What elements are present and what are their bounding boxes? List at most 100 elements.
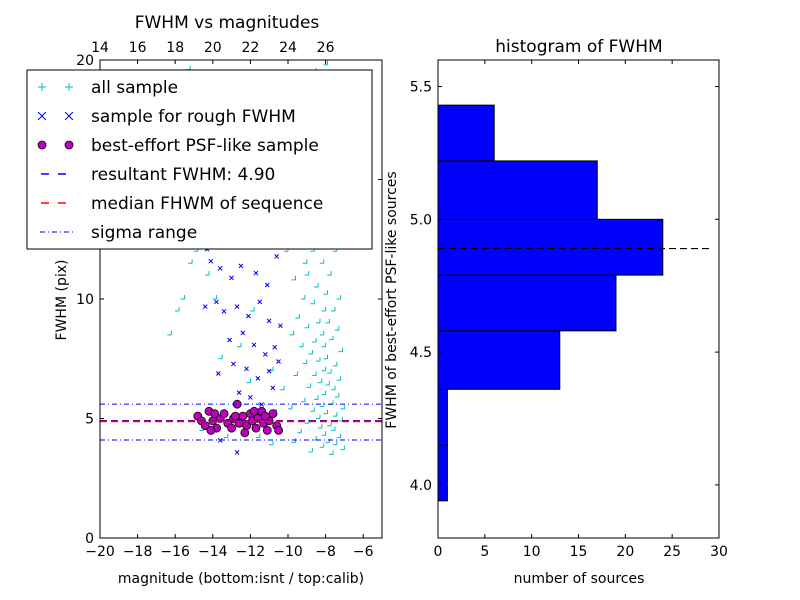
y-tick-label: 4.0 — [410, 478, 432, 494]
scatter-point — [240, 330, 246, 336]
histogram-bar — [437, 160, 598, 220]
scatter-point — [302, 259, 308, 264]
scatter-point — [316, 414, 321, 419]
x-tick-label: −20 — [85, 544, 115, 560]
scatter-point — [304, 323, 310, 329]
scatter-point — [300, 397, 306, 403]
scatter-point — [306, 383, 312, 388]
scatter-point — [218, 354, 223, 360]
series-circle — [193, 399, 284, 438]
scatter-point — [295, 314, 300, 319]
x-tick-label: 20 — [616, 544, 634, 560]
scatter-point — [327, 421, 332, 427]
x-tick-label: −12 — [236, 544, 266, 560]
scatter-point — [293, 371, 298, 376]
left-y-axis-label: FWHM (pix) — [54, 260, 70, 341]
legend-label: best-effort PSF-like sample — [91, 136, 319, 156]
histogram-bar — [437, 104, 495, 162]
x-tick-label: 10 — [523, 544, 541, 560]
top-x-tick-label: 20 — [204, 40, 222, 56]
scatter-point — [310, 299, 315, 305]
y-tick-label: 0 — [85, 531, 94, 547]
scatter-point — [205, 271, 210, 276]
scatter-point — [167, 330, 172, 336]
scatter-point — [321, 431, 327, 436]
legend-label: median FHWM of sequence — [91, 194, 323, 214]
scatter-point — [316, 357, 321, 362]
scatter-point — [253, 270, 259, 276]
scatter-point — [329, 335, 334, 341]
histogram-bar — [437, 330, 561, 390]
top-x-tick-label: 24 — [279, 40, 297, 56]
scatter-point — [323, 354, 328, 360]
scatter-point — [329, 450, 334, 455]
left-plot-data — [100, 60, 382, 455]
scatter-point — [323, 290, 328, 295]
scatter-point — [334, 393, 340, 398]
scatter-point — [210, 409, 220, 419]
histogram-bar — [437, 274, 617, 332]
histogram-bar — [437, 218, 664, 276]
right-chart: histogram of FWHM 0 5 10 15 20 25 30 4.0 4.5 5.0 5… — [384, 37, 728, 587]
scatter-point — [229, 275, 234, 281]
scatter-point — [304, 271, 310, 276]
scatter-point — [212, 295, 218, 300]
scatter-point — [180, 295, 186, 300]
scatter-point — [321, 307, 327, 312]
scatter-point — [175, 307, 180, 312]
scatter-point — [227, 337, 232, 343]
scatter-point — [291, 275, 296, 281]
legend-item: sample for rough FWHM — [37, 107, 296, 127]
x-tick-label: 25 — [663, 544, 681, 560]
scatter-point — [319, 330, 325, 336]
left-clipped-data — [100, 60, 382, 455]
top-x-tick-label: 26 — [317, 40, 335, 56]
legend-swatch — [37, 111, 47, 121]
y-tick-label: 20 — [76, 53, 94, 69]
x-tick-label: −14 — [198, 544, 228, 560]
scatter-point — [249, 406, 259, 416]
scatter-point — [308, 350, 313, 355]
histogram-bar — [437, 444, 448, 502]
top-x-tick-label: 22 — [241, 40, 259, 56]
scatter-point — [332, 440, 338, 446]
scatter-point — [336, 376, 342, 381]
scatter-point — [266, 368, 272, 374]
histogram-bar — [437, 388, 448, 446]
scatter-point — [299, 342, 304, 348]
x-tick-label: 15 — [570, 544, 588, 560]
y-tick-label: 5.5 — [410, 80, 432, 96]
scatter-point — [300, 295, 306, 300]
scatter-point — [332, 412, 338, 417]
scatter-point — [238, 411, 248, 421]
x-tick-label: −8 — [315, 544, 336, 560]
x-tick-label: −6 — [353, 544, 374, 560]
scatter-point — [274, 425, 284, 435]
legend-label: sigma range — [91, 223, 197, 243]
scatter-point — [246, 313, 251, 319]
scatter-point — [321, 342, 327, 348]
scatter-point — [234, 450, 240, 455]
scatter-point — [247, 395, 253, 400]
scatter-point — [289, 330, 295, 336]
scatter-point — [236, 390, 242, 395]
x-tick-label: 5 — [480, 544, 489, 560]
scatter-point — [202, 304, 208, 309]
legend-swatch — [65, 83, 73, 91]
scatter-point — [257, 299, 263, 305]
scatter-point — [316, 318, 321, 324]
scatter-point — [334, 326, 340, 331]
scatter-point — [325, 381, 330, 386]
legend-swatch — [64, 111, 74, 121]
scatter-point — [227, 423, 237, 433]
y-tick-label: 5.0 — [410, 212, 432, 228]
x-tick-label: −18 — [123, 544, 153, 560]
scatter-point — [327, 271, 332, 276]
scatter-point — [208, 258, 214, 264]
legend-label: resultant FWHM: 4.90 — [91, 165, 275, 185]
scatter-point — [338, 347, 343, 353]
scatter-point — [308, 448, 313, 453]
right-chart-title: histogram of FWHM — [495, 37, 662, 57]
x-tick-label: 30 — [710, 544, 728, 560]
scatter-point — [297, 428, 302, 434]
